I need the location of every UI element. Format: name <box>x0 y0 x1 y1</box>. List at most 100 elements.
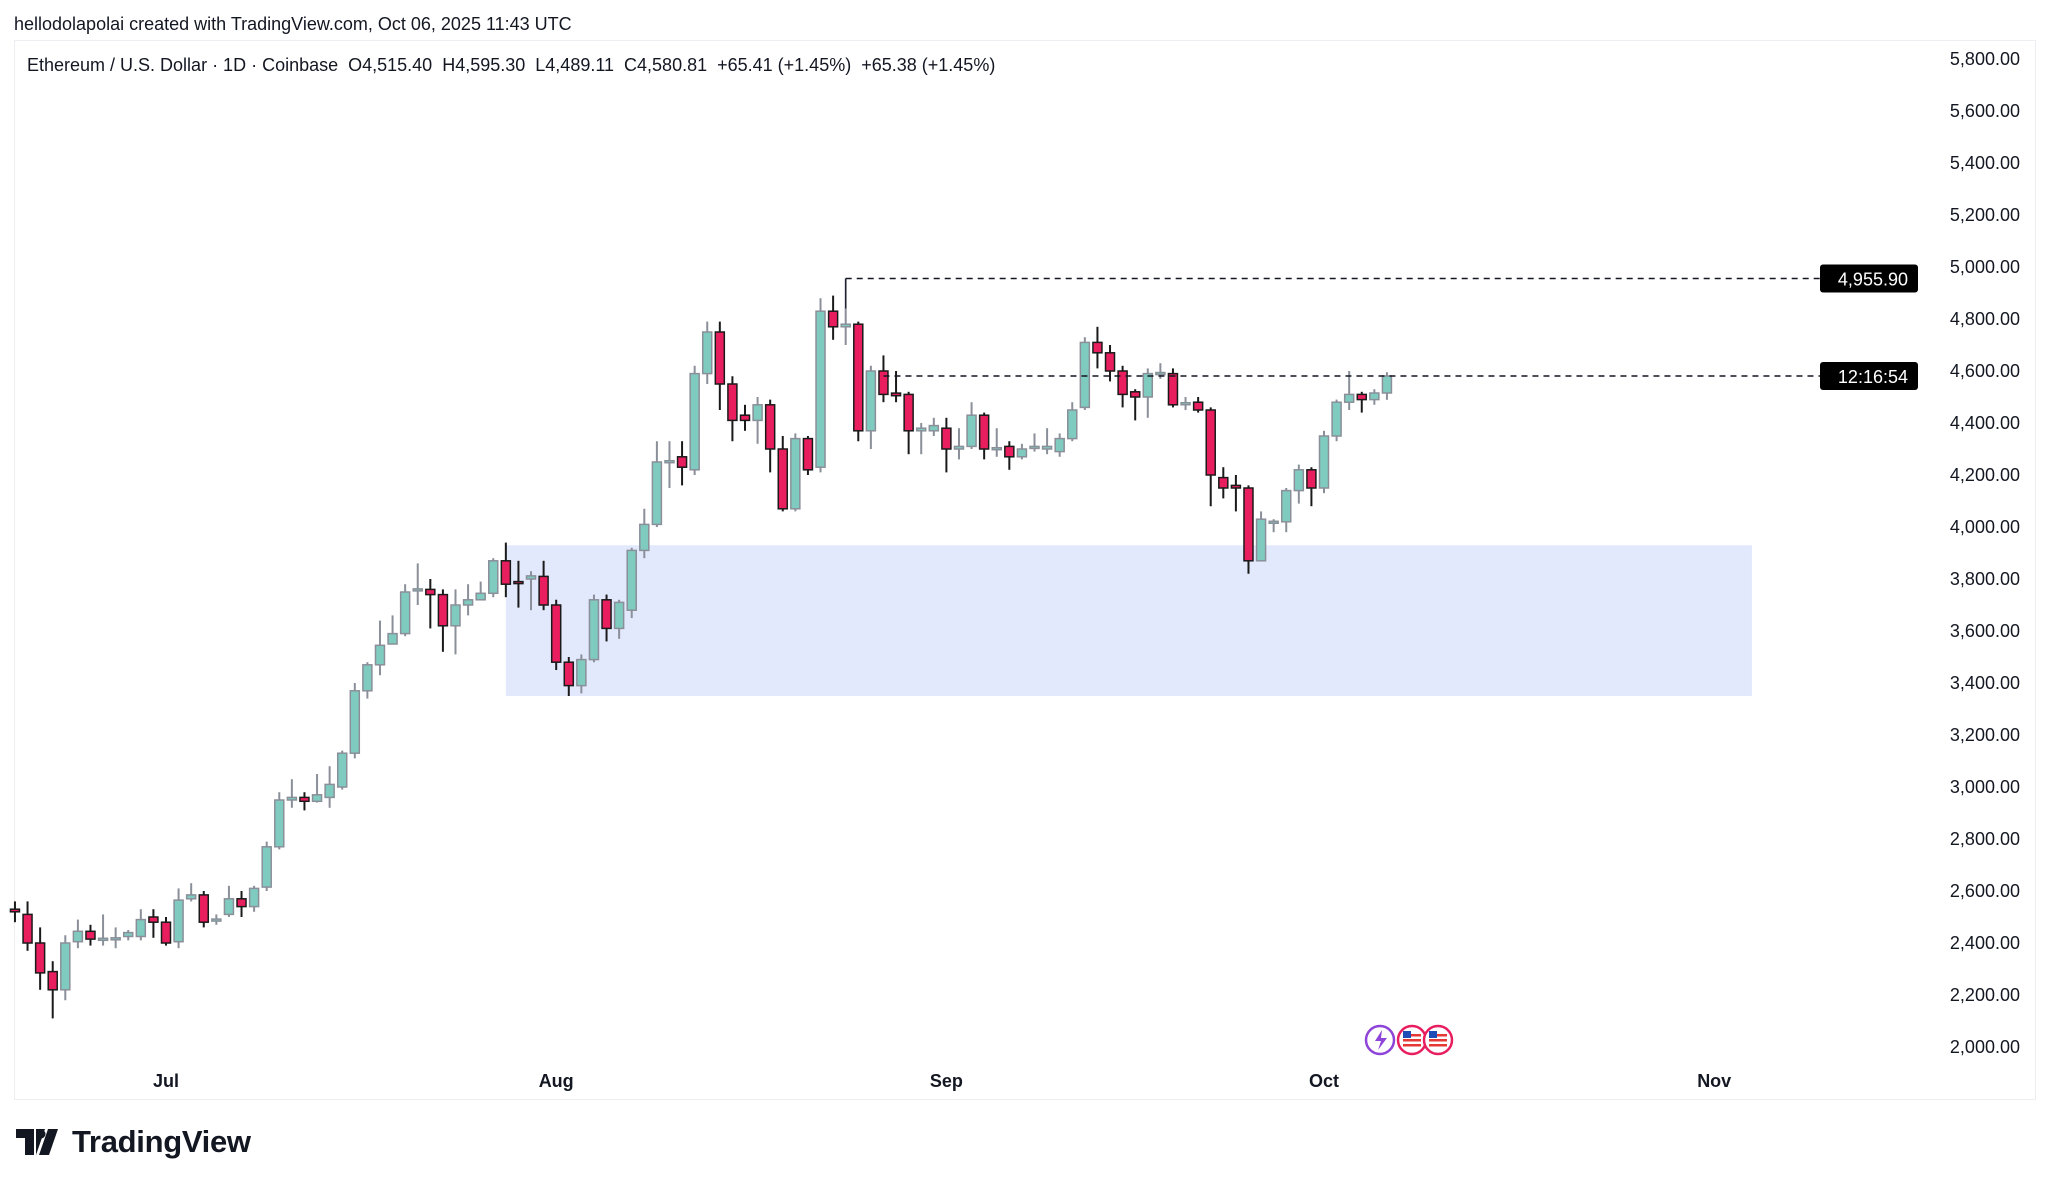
candle-body <box>953 445 965 450</box>
candle-down <box>1243 485 1254 574</box>
candle-down <box>903 391 914 455</box>
candle-body <box>1280 489 1292 523</box>
candle-body <box>1142 372 1154 398</box>
candle-up <box>966 402 977 449</box>
x-axis-tick-label: Sep <box>930 1071 963 1091</box>
candle-body <box>72 930 84 943</box>
candle-up <box>110 927 121 949</box>
y-axis-tick-label: 2,800.00 <box>1950 829 2020 849</box>
candle-body <box>261 846 272 888</box>
symbol-label[interactable]: Ethereum / U.S. Dollar · 1D · Coinbase <box>27 55 339 75</box>
candle-body <box>1155 371 1166 376</box>
candle-up <box>928 417 940 436</box>
y-axis-tick-label: 5,800.00 <box>1950 49 2020 69</box>
candle-down <box>425 579 436 629</box>
candle-up <box>576 654 587 694</box>
candle-body <box>1129 391 1141 398</box>
candle-down <box>299 792 310 811</box>
candle-down <box>1117 365 1128 408</box>
candle-up <box>664 441 675 488</box>
candle-up <box>324 766 335 808</box>
candle-body <box>1356 393 1368 401</box>
candle-down <box>1205 407 1216 507</box>
change-value: +65.41 (+1.45%) <box>717 55 852 75</box>
candle-body <box>211 918 222 922</box>
candle-up <box>462 584 474 616</box>
candle-body <box>1117 370 1128 396</box>
candle-down <box>198 891 210 928</box>
candle-down <box>1092 326 1103 369</box>
candle-up <box>1255 511 1267 562</box>
candle-body <box>1293 469 1305 492</box>
candle-body <box>248 887 260 908</box>
candle-body <box>840 323 851 328</box>
candle-up <box>387 615 398 645</box>
candle-up <box>689 365 700 475</box>
candle-body <box>97 937 109 942</box>
candle-up <box>915 423 927 455</box>
candle-body <box>1205 409 1216 476</box>
candle-body <box>689 372 700 471</box>
candle-up <box>626 547 637 618</box>
y-axis-tick-label: 4,400.00 <box>1950 413 2020 433</box>
candle-body <box>525 575 537 580</box>
candle-body <box>1029 445 1040 450</box>
y-axis-tick-label: 4,000.00 <box>1950 517 2020 537</box>
candle-body <box>790 437 801 510</box>
candle-body <box>714 331 726 385</box>
candle-down <box>853 321 864 442</box>
tradingview-logo[interactable]: TradingView <box>16 1124 251 1160</box>
candle-up <box>362 662 373 699</box>
candle-down <box>739 404 751 431</box>
x-axis-tick-label: Oct <box>1309 1071 1339 1091</box>
y-axis-tick-label: 5,000.00 <box>1950 257 2020 277</box>
candle-up <box>613 599 625 639</box>
candle-body <box>286 796 298 801</box>
candle-down <box>1356 391 1368 413</box>
y-axis-tick-label: 2,400.00 <box>1950 933 2020 953</box>
candle-up <box>1369 389 1380 405</box>
candle-body <box>739 414 751 422</box>
candle-body <box>1268 520 1279 525</box>
candle-body <box>676 456 688 468</box>
candle-body <box>903 393 914 432</box>
y-axis-tick-label: 2,000.00 <box>1950 1037 2020 1057</box>
candle-body <box>437 593 449 627</box>
candle-body <box>1067 409 1078 440</box>
candle-body <box>1243 487 1254 562</box>
candle-body <box>966 414 977 448</box>
x-axis-tick-label: Aug <box>539 1071 574 1091</box>
candle-down <box>9 901 21 923</box>
ath-price-label: 4,955.90 <box>1838 269 1908 289</box>
candle-body <box>538 575 549 606</box>
candle-body <box>802 437 814 471</box>
candle-body <box>941 427 952 450</box>
candle-body <box>462 599 474 606</box>
candle-down <box>1218 467 1229 499</box>
candle-body <box>22 913 33 944</box>
candle-body <box>1306 469 1317 489</box>
candle-up <box>336 750 348 790</box>
candle-down <box>160 917 172 946</box>
candle-body <box>1218 476 1229 489</box>
y-axis-tick-label: 3,000.00 <box>1950 777 2020 797</box>
candle-up <box>991 428 1002 457</box>
y-axis-tick-label: 4,200.00 <box>1950 465 2020 485</box>
candle-up <box>173 888 184 949</box>
chart-credit: hellodolapolai created with TradingView.… <box>14 14 572 34</box>
candle-up <box>475 581 486 601</box>
candle-down <box>1004 441 1015 470</box>
candle-down <box>727 376 738 442</box>
y-axis-tick-label: 3,200.00 <box>1950 725 2020 745</box>
candle-down <box>878 355 889 403</box>
candle-body <box>488 560 499 595</box>
candle-body <box>752 404 763 422</box>
candle-up <box>135 909 147 941</box>
candle-body <box>613 601 625 630</box>
candle-body <box>651 461 663 526</box>
candle-body <box>425 588 436 596</box>
candle-up <box>60 935 71 1001</box>
candle-body <box>626 549 637 611</box>
candle-body <box>47 970 58 991</box>
